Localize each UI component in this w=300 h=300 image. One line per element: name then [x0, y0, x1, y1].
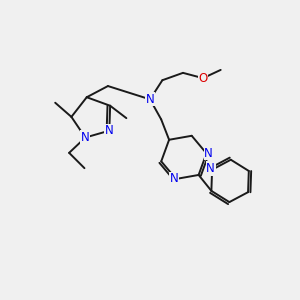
Text: N: N	[204, 147, 213, 160]
Text: N: N	[169, 172, 178, 185]
Text: N: N	[105, 124, 114, 137]
Text: N: N	[206, 162, 215, 175]
Text: N: N	[146, 93, 154, 106]
Text: N: N	[81, 131, 90, 144]
Text: O: O	[198, 72, 208, 85]
